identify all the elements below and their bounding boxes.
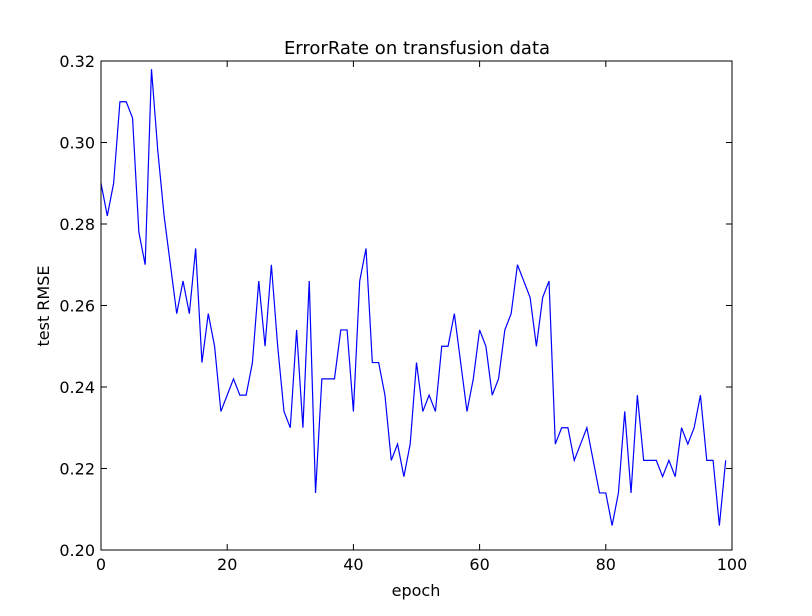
y-tick-label: 0.32 bbox=[59, 52, 95, 71]
series-line-0 bbox=[100, 69, 727, 526]
series-layer bbox=[100, 69, 727, 526]
y-tick-label: 0.22 bbox=[59, 460, 95, 479]
x-tick-label: 80 bbox=[596, 555, 616, 574]
chart-title: ErrorRate on transfusion data bbox=[284, 38, 550, 59]
x-axis-label: epoch bbox=[392, 581, 441, 600]
y-tick-label: 0.30 bbox=[59, 134, 95, 153]
x-tick-label: 0 bbox=[96, 555, 106, 574]
y-tick-label: 0.24 bbox=[59, 378, 95, 397]
y-axis-label: test RMSE bbox=[34, 266, 53, 347]
x-axis-ticks: 0 20 40 60 80 100 bbox=[96, 61, 747, 574]
y-axis-ticks: 0.20 0.22 0.24 0.26 0.28 0.30 0.32 bbox=[59, 52, 732, 560]
y-tick-label: 0.26 bbox=[59, 297, 95, 316]
y-tick-label: 0.28 bbox=[59, 215, 95, 234]
x-tick-label: 20 bbox=[217, 555, 237, 574]
x-tick-label: 60 bbox=[469, 555, 489, 574]
y-tick-label: 0.20 bbox=[59, 541, 95, 560]
x-tick-label: 40 bbox=[343, 555, 363, 574]
x-tick-label: 100 bbox=[717, 555, 748, 574]
